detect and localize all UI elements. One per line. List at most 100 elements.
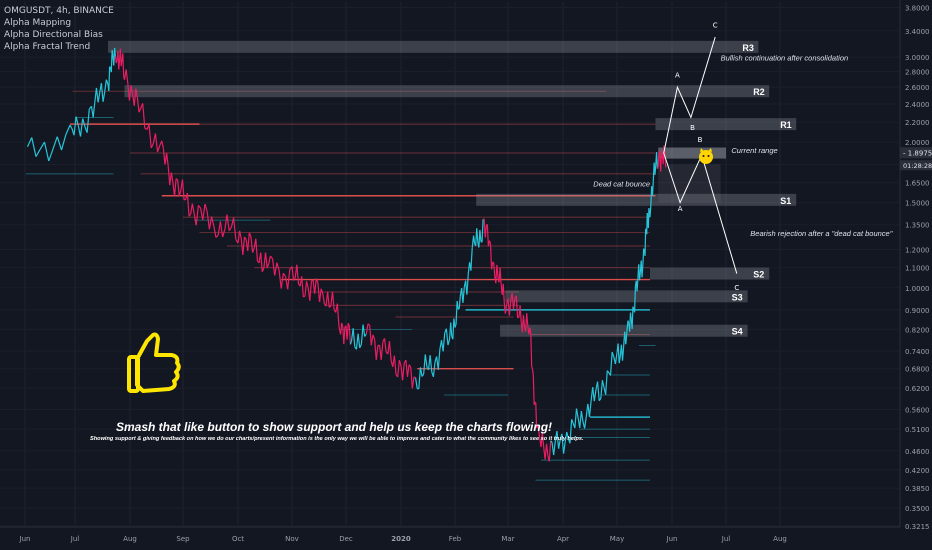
price-segment-171 [340,323,343,335]
price-segment-248 [456,301,459,310]
price-segment-414 [651,181,654,196]
price-segment-283 [496,264,499,277]
price-segment-315 [532,374,535,405]
price-segment-94 [200,207,204,221]
symbol-line[interactable]: OMGUSDT, 4h, BINANCE [4,6,114,16]
thumbs-up-icon[interactable] [127,332,181,393]
indicator-alpha-fractal-trend[interactable]: Alpha Fractal Trend [4,42,91,52]
price-segment-185 [357,333,361,349]
price-segment-172 [341,322,344,327]
annotations: A B C B A C Bullish continuation after consoli… [593,22,892,292]
price-segment-54 [128,85,132,101]
price-segment-313 [531,365,534,370]
zone-label-s2: S2 [753,270,764,280]
price-segment-93 [197,204,202,209]
price-tick-16: 0.8200 [905,326,930,334]
annotation-3: Bearish rejection after a "dead cat boun… [750,229,892,238]
price-segment-225 [423,354,426,375]
price-segment-337 [561,433,565,454]
price-segment-177 [346,323,349,340]
price-tick-21: 0.5100 [905,426,930,434]
price-segment-220 [414,377,418,389]
price-segment-84 [181,179,185,200]
price-segment-4 [39,141,46,150]
current-price-label: - 1.8975 [903,149,932,157]
price-segment-398 [641,265,644,278]
price-segment-395 [638,272,641,281]
price-segment-204 [388,341,392,361]
annotation-0: Bullish continuation after consolidation [721,54,849,63]
price-segment-297 [512,298,516,310]
price-segment-80 [175,178,179,181]
price-segment-44 [118,60,121,70]
price-segment-111 [237,230,241,244]
price-segment-132 [271,258,276,276]
price-segment-259 [470,247,473,271]
price-segment-324 [541,432,545,448]
time-tick-1: Jul [70,535,80,543]
price-tick-23: 0.4200 [905,467,930,475]
price-segment-114 [242,236,246,255]
price-segment-30 [105,79,109,85]
price-segment-342 [569,419,573,444]
time-axis[interactable]: Jun Jul Aug Sep Oct Nov Dec 2020 Feb Mar Apr May Jun… [0,526,900,543]
indicator-alpha-mapping[interactable]: Alpha Mapping [4,18,72,28]
price-segment-318 [535,402,538,429]
price-segment-155 [314,278,317,294]
wave-label-5: C [734,284,739,292]
price-segment-11 [69,124,73,129]
price-segment-373 [618,355,621,364]
price-segment-217 [410,367,413,389]
price-segment-348 [579,411,582,428]
price-segment-90 [191,203,195,213]
price-segment-368 [611,351,615,358]
price-segment-256 [466,274,469,295]
price-segment-269 [481,219,484,243]
price-segment-330 [550,440,553,443]
indicator-alpha-directional-bias[interactable]: Alpha Directional Bias [4,30,103,40]
price-segment-105 [224,214,228,230]
price-segment-85 [183,198,186,201]
price-segment-97 [206,211,210,230]
price-series [26,47,667,462]
price-segment-294 [508,300,512,316]
price-segment-103 [219,221,224,238]
price-tick-9: 1.6500 [905,180,930,188]
promo-subline: Showing support & giving feedback on how… [90,436,584,442]
price-segment-399 [642,248,645,266]
zone-s2 [650,267,770,280]
price-segment-364 [605,370,608,395]
price-segment-424 [660,151,663,172]
price-segment-389 [634,286,637,313]
price-segment-406 [646,212,649,218]
price-segment-2 [31,137,37,157]
time-tick-8: Feb [449,535,462,543]
price-segment-381 [627,320,630,324]
wave-label-3: B [698,136,703,144]
zone-s1 [476,193,797,206]
price-segment-376 [621,346,625,361]
price-segment-429 [664,152,667,168]
price-segment-249 [457,308,460,310]
price-segment-209 [397,360,400,378]
price-segment-19 [86,108,90,133]
price-tick-20: 0.5600 [905,407,930,415]
price-segment-59 [136,97,140,113]
price-segment-106 [226,214,230,231]
price-segment-82 [178,190,182,197]
price-segment-242 [450,322,453,337]
price-segment-327 [545,443,549,456]
price-segment-147 [301,276,304,298]
price-segment-312 [530,333,533,367]
price-segment-157 [317,283,321,303]
price-segment-286 [499,267,502,284]
price-segment-33 [109,66,111,69]
price-segment-60 [138,108,142,113]
price-axis[interactable]: 3.8000 3.4000 3.0000 2.8000 2.6000 2.4000 2.20… [899,0,932,550]
price-tick-25: 0.3500 [905,505,930,513]
price-segment-329 [548,440,552,462]
price-tick-1: 3.4000 [905,28,930,36]
price-segment-191 [367,323,371,326]
